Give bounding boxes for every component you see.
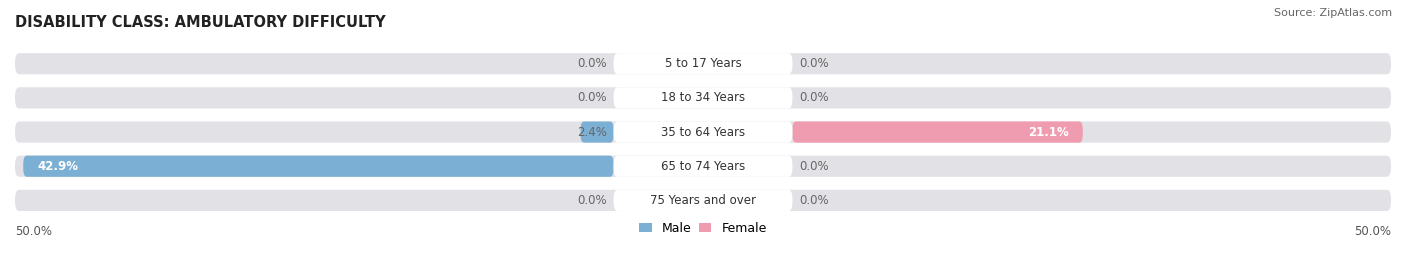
FancyBboxPatch shape [15, 122, 1391, 143]
Text: 0.0%: 0.0% [576, 194, 606, 207]
FancyBboxPatch shape [15, 190, 1391, 211]
FancyBboxPatch shape [15, 87, 1391, 108]
Text: 5 to 17 Years: 5 to 17 Years [665, 57, 741, 70]
Text: 0.0%: 0.0% [800, 160, 830, 173]
FancyBboxPatch shape [581, 122, 613, 143]
Text: 2.4%: 2.4% [576, 126, 606, 139]
FancyBboxPatch shape [613, 190, 793, 211]
Text: 0.0%: 0.0% [800, 91, 830, 104]
FancyBboxPatch shape [613, 53, 793, 74]
Text: 21.1%: 21.1% [1028, 126, 1069, 139]
Legend: Male, Female: Male, Female [640, 222, 766, 235]
FancyBboxPatch shape [15, 156, 1391, 177]
Text: 0.0%: 0.0% [576, 57, 606, 70]
FancyBboxPatch shape [15, 53, 1391, 74]
FancyBboxPatch shape [613, 122, 793, 143]
Text: 0.0%: 0.0% [800, 57, 830, 70]
Text: DISABILITY CLASS: AMBULATORY DIFFICULTY: DISABILITY CLASS: AMBULATORY DIFFICULTY [15, 15, 385, 30]
FancyBboxPatch shape [613, 87, 793, 108]
Text: 18 to 34 Years: 18 to 34 Years [661, 91, 745, 104]
Text: 0.0%: 0.0% [576, 91, 606, 104]
Text: 75 Years and over: 75 Years and over [650, 194, 756, 207]
Text: 65 to 74 Years: 65 to 74 Years [661, 160, 745, 173]
Text: Source: ZipAtlas.com: Source: ZipAtlas.com [1274, 8, 1392, 18]
FancyBboxPatch shape [793, 122, 1083, 143]
Text: 0.0%: 0.0% [800, 194, 830, 207]
FancyBboxPatch shape [613, 156, 793, 177]
Text: 50.0%: 50.0% [15, 225, 52, 238]
Text: 50.0%: 50.0% [1354, 225, 1391, 238]
FancyBboxPatch shape [24, 156, 613, 177]
Text: 42.9%: 42.9% [37, 160, 77, 173]
Text: 35 to 64 Years: 35 to 64 Years [661, 126, 745, 139]
